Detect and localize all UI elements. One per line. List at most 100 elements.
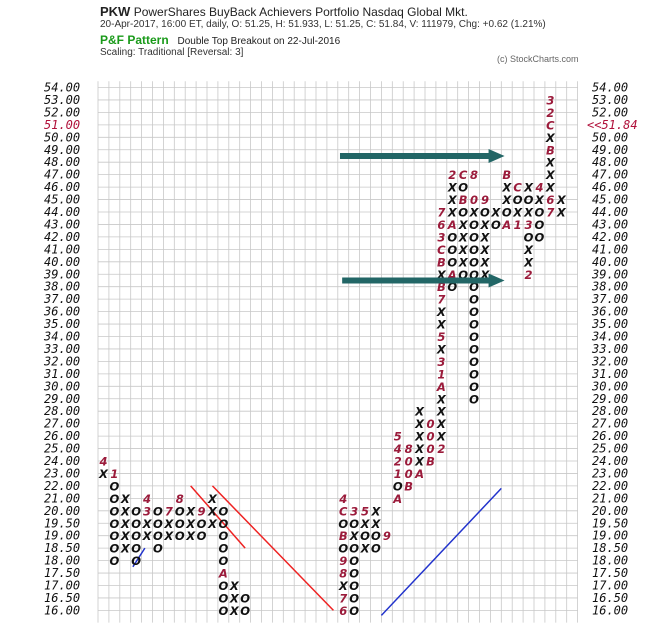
pnf-o: O xyxy=(469,268,479,282)
pnf-month-marker: 0 xyxy=(405,467,413,481)
pnf-o: O xyxy=(109,554,119,568)
pnf-x: X xyxy=(371,517,382,531)
pnf-x: X xyxy=(480,230,491,244)
y-tick-label-right: 41.00 xyxy=(592,242,628,256)
bearish-trendline xyxy=(190,485,246,549)
pnf-month-marker: A xyxy=(436,380,446,394)
last-price-label: <<51.84 xyxy=(587,118,638,132)
pnf-x: X xyxy=(523,181,534,195)
pnf-month-marker: 5 xyxy=(437,330,445,344)
pnf-o: O xyxy=(469,367,479,381)
y-tick-label-right: 50.00 xyxy=(592,130,628,144)
pnf-x: X xyxy=(163,517,174,531)
pnf-o: O xyxy=(447,255,457,269)
y-tick-label-right: 16.00 xyxy=(592,603,628,617)
pnf-o: O xyxy=(218,579,228,593)
pnf-o: O xyxy=(240,604,250,618)
pnf-month-marker: 6 xyxy=(437,218,445,232)
pnf-o: O xyxy=(109,479,119,493)
pnf-o: O xyxy=(338,517,348,531)
pnf-x: X xyxy=(120,517,131,531)
bearish-trendline xyxy=(211,485,334,611)
pnf-o: O xyxy=(131,554,141,568)
y-tick-label-right: 18.00 xyxy=(592,554,628,568)
scaling-line: Scaling: Traditional [Reversal: 3] xyxy=(100,47,244,58)
y-tick-label-right: 31.00 xyxy=(591,367,628,381)
y-tick-label-right: 46.00 xyxy=(592,180,628,194)
pnf-x: X xyxy=(523,243,534,257)
pnf-o: O xyxy=(131,504,141,518)
pnf-month-marker: 8 xyxy=(176,492,184,506)
y-tick-label-left: 16.50 xyxy=(44,591,80,605)
pnf-x: X xyxy=(447,206,458,220)
y-tick-label-left: 36.00 xyxy=(43,305,80,319)
pnf-month-marker: C xyxy=(459,168,468,182)
pnf-month-marker: 7 xyxy=(437,206,445,220)
y-tick-label-right: 27.00 xyxy=(592,417,628,431)
pnf-x: X xyxy=(436,405,447,419)
trendlines xyxy=(132,485,502,616)
y-tick-label-right: 47.00 xyxy=(592,168,628,182)
pnf-o: O xyxy=(469,380,479,394)
pnf-o: O xyxy=(469,305,479,319)
pnf-o: O xyxy=(218,529,228,543)
pnf-x: X xyxy=(207,492,218,506)
pnf-x: X xyxy=(349,529,360,543)
y-tick-label-left: 48.00 xyxy=(44,155,80,169)
pnf-x: X xyxy=(436,430,447,444)
pnf-o: O xyxy=(480,206,490,220)
chart-header: PKW PowerShares BuyBack Achievers Portfo… xyxy=(0,0,663,80)
pnf-month-marker: 3 xyxy=(525,218,533,232)
pnf-o: O xyxy=(197,517,207,531)
pnf-x: X xyxy=(436,392,447,406)
y-tick-label-right: 22.00 xyxy=(592,479,628,493)
pnf-o: O xyxy=(153,542,163,556)
y-tick-label-right: 28.00 xyxy=(592,404,628,418)
y-tick-label-left: 49.00 xyxy=(44,143,80,157)
y-tick-label-right: 19.50 xyxy=(592,516,628,530)
y-tick-label-left: 38.00 xyxy=(43,280,80,294)
pnf-o: O xyxy=(524,230,534,244)
bullish-trendline xyxy=(132,547,146,568)
y-tick-label-left: 18.50 xyxy=(44,541,80,555)
pnf-month-marker: 0 xyxy=(470,193,478,207)
y-tick-label-left: 29.00 xyxy=(44,392,80,406)
pnf-month-marker: B xyxy=(437,280,446,294)
pnf-x: X xyxy=(360,517,371,531)
pnf-month-marker: 0 xyxy=(426,417,434,431)
y-tick-label-right: 20.00 xyxy=(592,504,628,518)
pnf-month-marker: B xyxy=(339,529,348,543)
pnf-month-marker: 3 xyxy=(350,504,358,518)
y-tick-label-right: 21.00 xyxy=(592,491,628,505)
pnf-month-marker: 0 xyxy=(426,442,434,456)
pnf-x: X xyxy=(207,517,218,531)
pnf-x: X xyxy=(458,218,469,232)
y-tick-label-left: 47.00 xyxy=(44,168,80,182)
y-tick-label-right: 36.00 xyxy=(591,305,628,319)
y-tick-label-right: 25.00 xyxy=(592,442,628,456)
y-tick-label-left: 40.00 xyxy=(44,255,80,269)
pnf-o: O xyxy=(502,206,512,220)
pnf-x: X xyxy=(338,579,349,593)
pnf-o: O xyxy=(535,218,545,232)
pnf-o: O xyxy=(469,280,479,294)
y-tick-label-right: 32.00 xyxy=(591,354,628,368)
annotation-arrow xyxy=(342,273,505,288)
pnf-x: X xyxy=(185,504,196,518)
pnf-x: X xyxy=(207,504,218,518)
pnf-x: X xyxy=(120,492,131,506)
y-tick-label-right: 43.00 xyxy=(592,217,628,231)
y-tick-label-right: 49.00 xyxy=(592,143,628,157)
y-tick-label-left: 45.00 xyxy=(44,193,80,207)
pnf-o: O xyxy=(218,604,228,618)
y-tick-label-left: 25.00 xyxy=(44,442,80,456)
pnf-o: O xyxy=(218,504,228,518)
pnf-x: X xyxy=(414,455,425,469)
pnf-o: O xyxy=(535,206,545,220)
pnf-o: O xyxy=(175,529,185,543)
y-tick-label-right: 17.50 xyxy=(592,566,628,580)
pnf-month-marker: C xyxy=(513,181,522,195)
y-tick-label-left: 19.00 xyxy=(44,529,80,543)
pnf-x: X xyxy=(447,193,458,207)
